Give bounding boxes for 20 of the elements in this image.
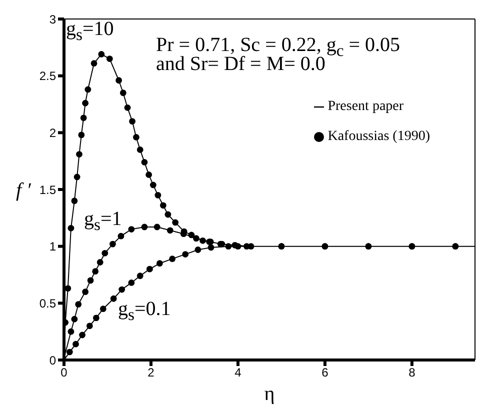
x-tick-label: 4 (234, 366, 242, 380)
y-tick-label: 3 (49, 12, 56, 26)
y-tick-label: 1.5 (39, 182, 56, 197)
x-tick-label: 0 (60, 366, 68, 380)
x-tick-label: 2 (148, 366, 155, 380)
x-axis-title: η (264, 383, 275, 405)
legend-label: Kafoussias (1990) (328, 129, 430, 144)
annotation: g$_{s}$=0.1 (118, 298, 171, 324)
y-tick-label: 0 (49, 353, 56, 368)
annotation: and Sr= Df = M= 0.0 (156, 53, 326, 75)
y-axis-title: f ′ (16, 180, 32, 202)
y-tick-label: 0.5 (39, 296, 56, 310)
y-tick-label: 2.5 (39, 69, 56, 84)
y-tick-label: 2 (49, 126, 56, 140)
x-tick-label: 6 (322, 366, 329, 380)
y-tick-label: 1 (49, 240, 56, 254)
annotation: g$_{s}$=10 (66, 18, 114, 44)
legend-label: Present paper (328, 99, 404, 114)
annotation: g$_{s}$=1 (84, 208, 122, 234)
x-tick-label: 8 (408, 366, 416, 380)
